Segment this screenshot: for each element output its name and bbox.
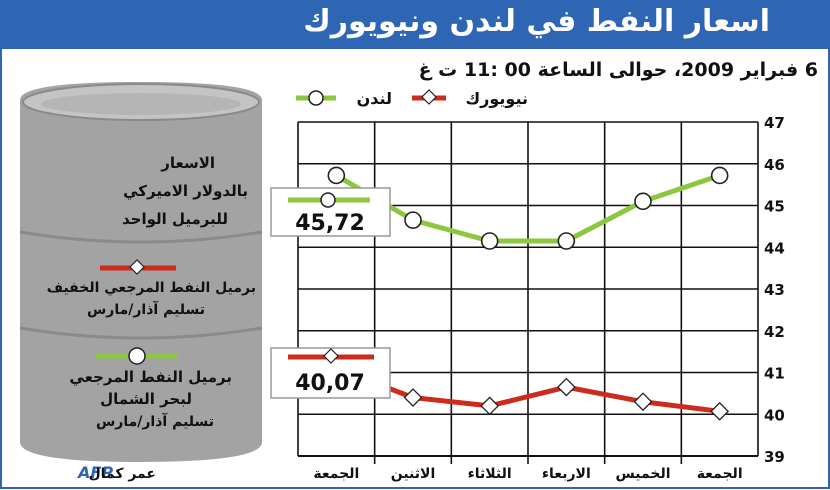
barrel-lid — [41, 93, 241, 115]
callout-london-value: 45,72 — [295, 211, 365, 236]
header-bar: اسعار النفط في لندن ونيويورك — [0, 0, 830, 48]
barrel-unit-line3: للبرميل الواحد — [122, 210, 228, 228]
london-point — [327, 166, 346, 185]
x-tick-label: الثلاثاء — [468, 466, 512, 482]
london-point — [480, 232, 499, 250]
legend-newyork-marker — [421, 89, 437, 105]
legend-newyork-label: نيويورك — [466, 89, 528, 108]
london-point — [404, 211, 422, 229]
y-tick-label: 41 — [764, 365, 785, 383]
y-tick-label: 39 — [764, 448, 785, 466]
y-tick-label: 46 — [764, 156, 785, 174]
y-tick-label: 45 — [764, 198, 785, 216]
london-point — [710, 166, 729, 185]
x-tick-label: الاربعاء — [542, 466, 591, 482]
newyork-point — [710, 401, 730, 421]
y-axis-ticks: 39 40 41 42 43 44 45 46 47 — [764, 114, 785, 466]
newyork-point — [480, 396, 500, 416]
london-point — [634, 192, 652, 211]
barrel-hoop-upper — [19, 230, 263, 244]
newyork-point — [556, 377, 576, 397]
callout-newyork-marker — [323, 348, 339, 364]
legend: لندن نيويورك — [296, 89, 528, 108]
callout-newyork: 40,07 — [270, 347, 391, 399]
x-tick-label: الجمعة — [313, 466, 359, 482]
barrel-unit-line2: بالدولار الاميركي — [123, 182, 248, 200]
x-axis-ticks: الجمعة الخميس الاربعاء الثلاثاء الاثنين الجمع… — [313, 466, 742, 482]
series-newyork-line — [335, 365, 720, 414]
frame-border — [0, 47, 830, 489]
callout-london: 45,72 — [270, 187, 391, 237]
credit: AFP عمر كمال — [76, 463, 156, 482]
x-tick-label: الاثنين — [391, 466, 436, 482]
london-point — [557, 232, 576, 250]
credit-author: عمر كمال — [89, 466, 156, 482]
newyork-point — [403, 388, 423, 407]
barrel-brent-line2: لبحر الشمال — [100, 390, 192, 408]
series-london-line — [335, 173, 721, 244]
barrel-body — [20, 82, 262, 462]
y-tick-label: 43 — [764, 281, 785, 299]
barrel-brent-line3: تسليم آذار/مارس — [96, 412, 214, 430]
legend-london-marker — [308, 90, 324, 106]
chart-series — [326, 166, 730, 421]
chart-grid — [297, 121, 759, 464]
legend-london-label: لندن — [357, 89, 392, 108]
callout-newyork-value: 40,07 — [295, 371, 365, 396]
newyork-point — [633, 392, 653, 412]
barrel-light-line2: تسليم آذار/مارس — [87, 300, 205, 318]
barrel-illustration: الاسعار بالدولار الاميركي للبرميل الواحد… — [19, 82, 263, 462]
agency-logo: AFP — [76, 463, 113, 482]
y-tick-label: 42 — [764, 323, 785, 341]
barrel-light-line1: برميل النفط المرجعي الخفيف — [47, 280, 256, 296]
callout-london-marker — [320, 192, 336, 208]
y-tick-label: 40 — [764, 406, 785, 424]
barrel-brent-marker — [128, 347, 146, 365]
page-title: اسعار النفط في لندن ونيويورك — [303, 4, 770, 39]
y-tick-label: 44 — [764, 239, 785, 257]
barrel-hoop-lower — [19, 326, 263, 340]
x-tick-label: الجمعة — [697, 466, 743, 482]
x-tick-label: الخميس — [615, 466, 670, 482]
chart-subtitle: 6 فبراير 2009، حوالى الساعة 00 :11 ت غ — [419, 59, 818, 81]
barrel-brent-line1: برميل النفط المرجعي — [69, 368, 232, 386]
y-tick-label: 47 — [764, 114, 785, 132]
barrel-unit-line1: الاسعار — [160, 154, 215, 172]
barrel-light-marker — [129, 259, 145, 275]
